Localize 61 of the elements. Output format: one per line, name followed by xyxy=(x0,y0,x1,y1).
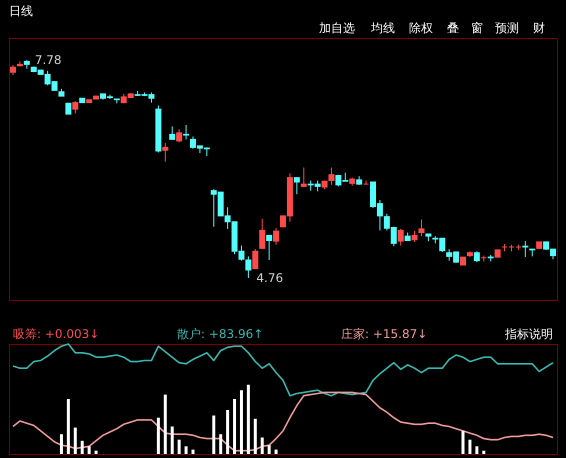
bar xyxy=(74,428,77,454)
bar xyxy=(468,440,472,454)
bar xyxy=(260,438,264,454)
bar xyxy=(240,390,243,454)
candlestick xyxy=(65,102,72,115)
text: 吸筹: +0.003↓ xyxy=(13,327,100,341)
candlestick xyxy=(252,248,258,270)
text: 财 xyxy=(533,21,545,35)
bar xyxy=(164,394,167,454)
bar xyxy=(184,446,188,454)
bar xyxy=(212,416,216,454)
text: 除权 xyxy=(409,21,433,35)
candlestick xyxy=(522,240,528,258)
candlestick xyxy=(72,100,78,114)
bar xyxy=(482,450,486,454)
text: 窗 xyxy=(471,21,483,35)
candlestick xyxy=(245,256,252,278)
bar xyxy=(219,434,222,454)
bar xyxy=(170,426,174,454)
bar xyxy=(60,434,63,454)
annotation: 4.76 xyxy=(256,271,284,285)
candlestick xyxy=(474,250,480,263)
candlestick xyxy=(300,167,307,188)
bar xyxy=(156,418,160,454)
candlestick xyxy=(176,128,182,143)
text: 指标说明 xyxy=(504,327,553,341)
bar xyxy=(80,440,84,454)
bar xyxy=(268,445,271,454)
chart-title: 日线 xyxy=(9,4,33,18)
candlestick xyxy=(266,234,272,260)
bar xyxy=(246,384,250,454)
text: 均线 xyxy=(370,21,395,35)
text: 加自选 xyxy=(319,21,355,35)
candlestick xyxy=(418,219,424,237)
bar xyxy=(475,446,478,454)
candlestick xyxy=(169,126,176,140)
bar xyxy=(274,450,278,454)
bar xyxy=(178,440,181,454)
candlestick xyxy=(259,218,266,249)
bar xyxy=(233,399,236,454)
text: 庄家: +15.87↓ xyxy=(341,327,428,341)
bar xyxy=(462,430,465,454)
candlestick xyxy=(502,244,508,252)
bar xyxy=(226,410,230,454)
candlestick xyxy=(10,64,16,76)
candlestick xyxy=(328,167,334,186)
candlestick xyxy=(294,177,300,195)
annotation: 7.78 xyxy=(34,53,62,67)
text: 散户: +83.96↑ xyxy=(177,327,264,341)
bar xyxy=(88,446,91,454)
bar xyxy=(94,450,98,454)
bar xyxy=(254,418,257,454)
bar xyxy=(191,450,194,454)
candlestick xyxy=(412,230,418,242)
candlestick xyxy=(273,228,280,246)
text: 叠 xyxy=(447,21,459,35)
text: 预测 xyxy=(495,21,519,35)
candlestick xyxy=(162,142,168,162)
bar xyxy=(66,399,70,454)
candlestick xyxy=(398,228,404,246)
candlestick xyxy=(183,124,190,140)
